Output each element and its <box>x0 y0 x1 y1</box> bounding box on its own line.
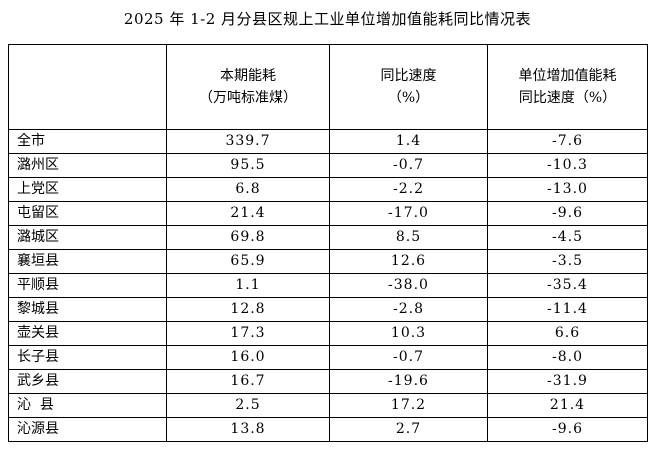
unit-yoy-cell: 21.4 <box>487 393 648 418</box>
header-unit-yoy-line2: 同比速度（%） <box>518 90 617 106</box>
consumption-cell: 16.0 <box>166 345 330 370</box>
header-unit-yoy-line1: 单位增加值能耗 <box>518 68 617 84</box>
consumption-cell: 6.8 <box>166 177 330 202</box>
consumption-cell: 17.3 <box>166 321 330 346</box>
unit-yoy-cell: -8.0 <box>487 345 648 370</box>
region-cell: 长子县 <box>8 345 167 370</box>
yoy-cell: -0.7 <box>329 345 488 370</box>
region-cell: 上党区 <box>8 177 167 202</box>
yoy-cell: 12.6 <box>329 249 488 274</box>
table-row: 黎城县 12.8 -2.8 -11.4 <box>8 297 648 322</box>
region-cell: 潞州区 <box>8 153 167 178</box>
consumption-cell: 1.1 <box>166 273 330 298</box>
consumption-cell: 16.7 <box>166 369 330 394</box>
yoy-cell: -0.7 <box>329 153 488 178</box>
header-region-cell <box>8 44 167 130</box>
yoy-cell: -2.2 <box>329 177 488 202</box>
unit-yoy-cell: -4.5 <box>487 225 648 250</box>
header-consumption-line2: （万吨标准煤） <box>199 90 297 106</box>
consumption-cell: 21.4 <box>166 201 330 226</box>
yoy-cell: -38.0 <box>329 273 488 298</box>
yoy-cell: 1.4 <box>329 129 488 154</box>
unit-yoy-cell: -9.6 <box>487 417 648 442</box>
table-row: 沁源县 13.8 2.7 -9.6 <box>8 417 648 442</box>
region-cell: 潞城区 <box>8 225 167 250</box>
consumption-cell: 339.7 <box>166 129 330 154</box>
header-row: 本期能耗 （万吨标准煤） 同比速度 （%） 单位增加值能耗 同比速度（%） <box>8 44 648 130</box>
table-row: 全市 339.7 1.4 -7.6 <box>8 129 648 154</box>
consumption-cell: 13.8 <box>166 417 330 442</box>
region-cell: 壶关县 <box>8 321 167 346</box>
table-body: 全市 339.7 1.4 -7.6 潞州区 95.5 -0.7 -10.3 上党… <box>8 129 648 442</box>
unit-yoy-cell: -13.0 <box>487 177 648 202</box>
region-cell: 沁 县 <box>8 393 167 418</box>
consumption-cell: 95.5 <box>166 153 330 178</box>
header-yoy-cell: 同比速度 （%） <box>329 44 488 130</box>
table-row: 潞州区 95.5 -0.7 -10.3 <box>8 153 648 178</box>
header-unit-yoy-cell: 单位增加值能耗 同比速度（%） <box>487 44 648 130</box>
yoy-cell: 2.7 <box>329 417 488 442</box>
consumption-cell: 65.9 <box>166 249 330 274</box>
unit-yoy-cell: -9.6 <box>487 201 648 226</box>
yoy-cell: 17.2 <box>329 393 488 418</box>
header-consumption-line1: 本期能耗 <box>220 68 276 84</box>
table-row: 平顺县 1.1 -38.0 -35.4 <box>8 273 648 298</box>
table-row: 潞城区 69.8 8.5 -4.5 <box>8 225 648 250</box>
unit-yoy-cell: -3.5 <box>487 249 648 274</box>
table-row: 襄垣县 65.9 12.6 -3.5 <box>8 249 648 274</box>
table-row: 长子县 16.0 -0.7 -8.0 <box>8 345 648 370</box>
region-cell: 全市 <box>8 129 167 154</box>
unit-yoy-cell: -7.6 <box>487 129 648 154</box>
unit-yoy-cell: -11.4 <box>487 297 648 322</box>
table-row: 武乡县 16.7 -19.6 -31.9 <box>8 369 648 394</box>
table-row: 上党区 6.8 -2.2 -13.0 <box>8 177 648 202</box>
header-consumption-cell: 本期能耗 （万吨标准煤） <box>166 44 330 130</box>
yoy-cell: 10.3 <box>329 321 488 346</box>
header-yoy-line2: （%） <box>387 90 430 106</box>
header-yoy-line1: 同比速度 <box>380 68 437 84</box>
table-header: 本期能耗 （万吨标准煤） 同比速度 （%） 单位增加值能耗 同比速度（%） <box>8 44 648 130</box>
unit-yoy-cell: 6.6 <box>487 321 648 346</box>
table-row: 壶关县 17.3 10.3 6.6 <box>8 321 648 346</box>
yoy-cell: -19.6 <box>329 369 488 394</box>
table-row: 屯留区 21.4 -17.0 -9.6 <box>8 201 648 226</box>
consumption-cell: 2.5 <box>166 393 330 418</box>
yoy-cell: -2.8 <box>329 297 488 322</box>
unit-yoy-cell: -35.4 <box>487 273 648 298</box>
region-cell: 武乡县 <box>8 369 167 394</box>
yoy-cell: -17.0 <box>329 201 488 226</box>
unit-yoy-cell: -31.9 <box>487 369 648 394</box>
consumption-cell: 69.8 <box>166 225 330 250</box>
region-cell: 平顺县 <box>8 273 167 298</box>
region-cell: 沁源县 <box>8 417 167 442</box>
unit-yoy-cell: -10.3 <box>487 153 648 178</box>
region-cell: 黎城县 <box>8 297 167 322</box>
region-cell: 襄垣县 <box>8 249 167 274</box>
table-row: 沁 县 2.5 17.2 21.4 <box>8 393 648 418</box>
yoy-cell: 8.5 <box>329 225 488 250</box>
table-title: 2025 年 1-2 月分县区规上工业单位增加值能耗同比情况表 <box>123 10 532 28</box>
energy-consumption-table: 本期能耗 （万吨标准煤） 同比速度 （%） 单位增加值能耗 同比速度（%） 全市… <box>8 44 648 442</box>
consumption-cell: 12.8 <box>166 297 330 322</box>
region-cell: 屯留区 <box>8 201 167 226</box>
